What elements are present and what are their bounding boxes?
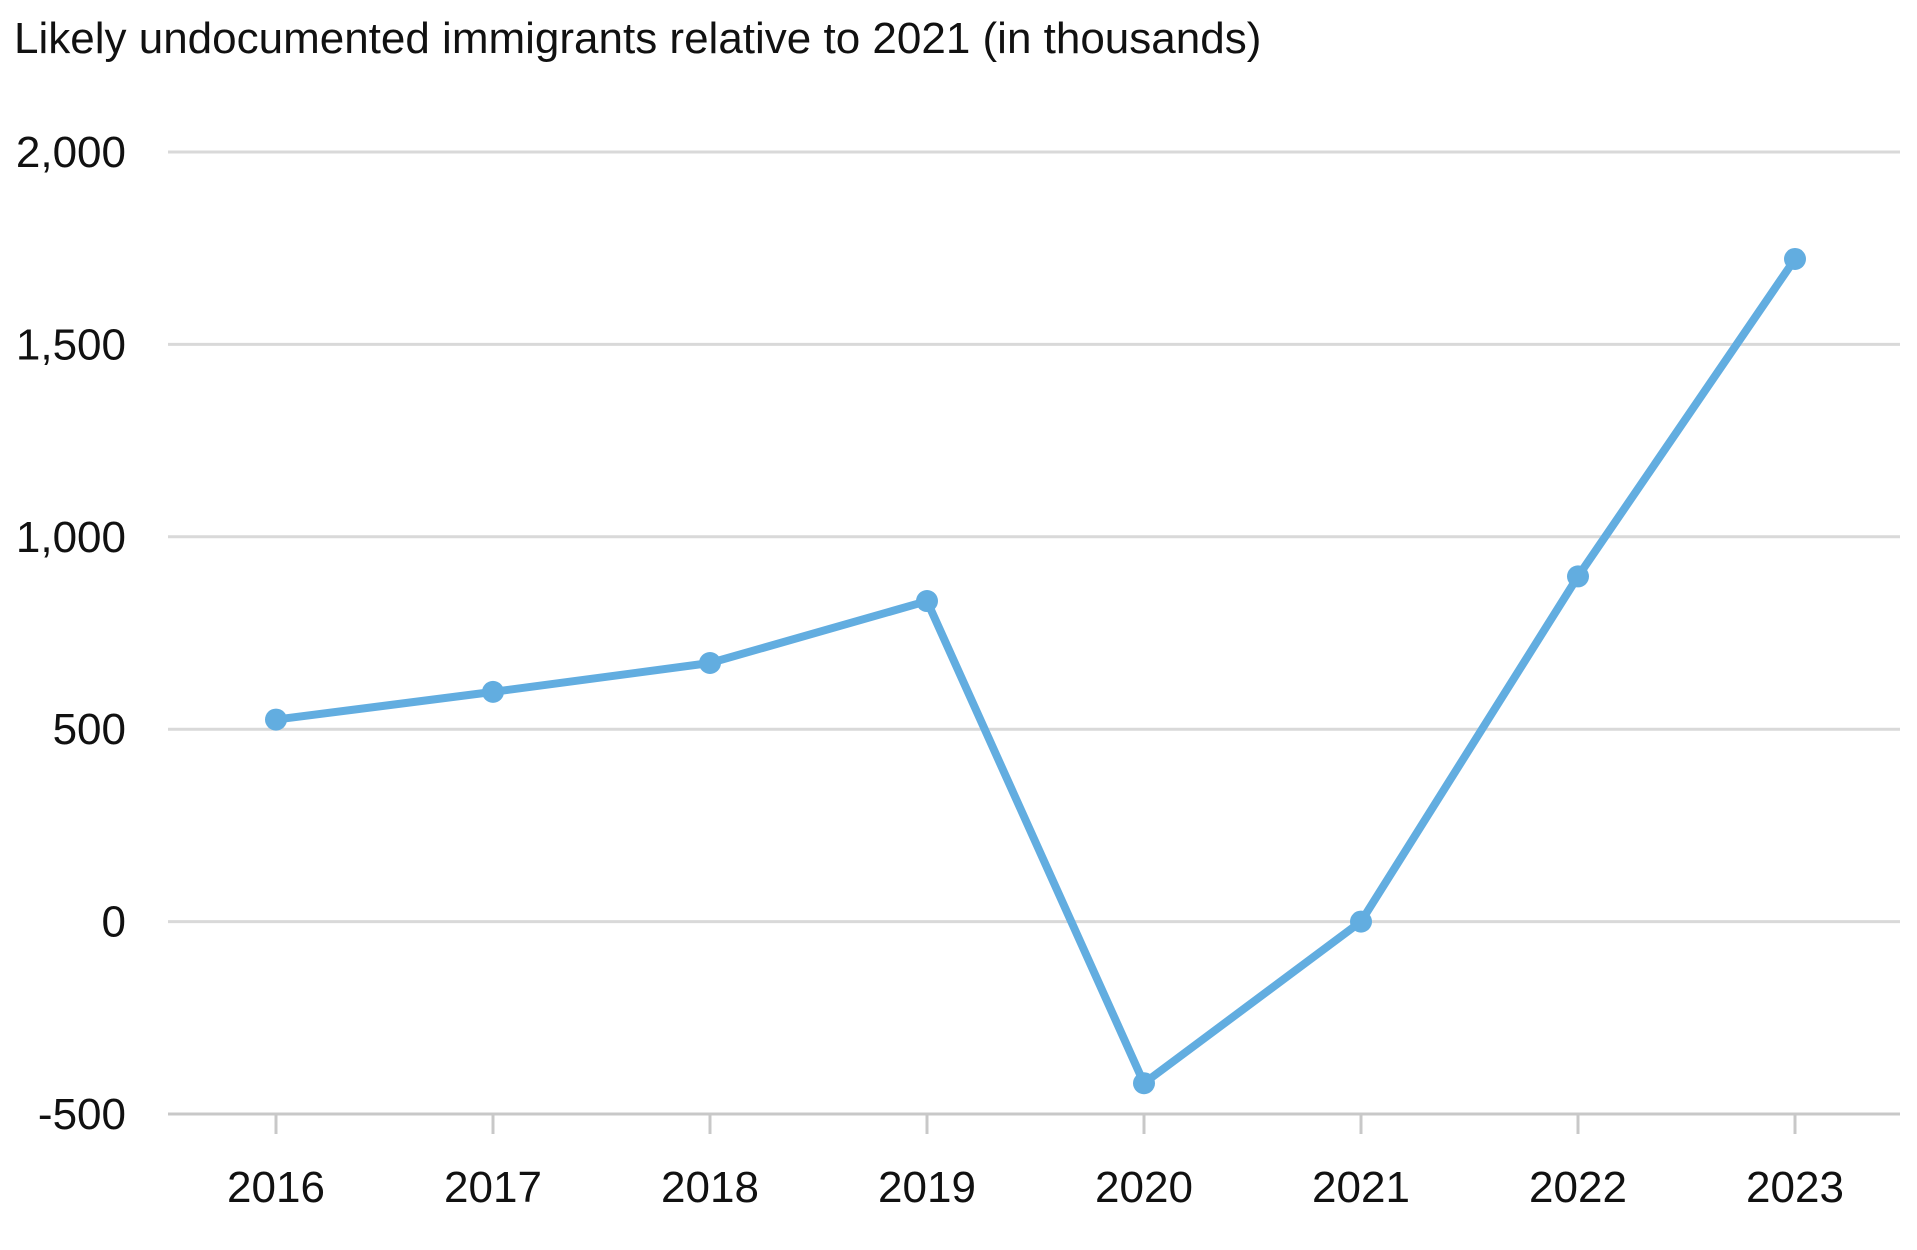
y-axis: -500 0 500 1,000 1,500 2,000 <box>16 128 126 1139</box>
x-tick-label: 2023 <box>1746 1163 1844 1212</box>
chart-title: Likely undocumented immigrants relative … <box>14 14 1262 63</box>
x-tick-label: 2022 <box>1529 1163 1627 1212</box>
data-point-2016 <box>265 708 287 731</box>
data-point-2021 <box>1350 910 1372 933</box>
y-tick-label: 1,000 <box>16 513 126 562</box>
series-layer <box>265 247 1806 1095</box>
x-tick-label: 2018 <box>661 1163 759 1212</box>
x-tick-label: 2017 <box>444 1163 542 1212</box>
grid-lines <box>168 150 1900 1116</box>
data-point-2022 <box>1567 565 1589 588</box>
data-point-2020 <box>1133 1072 1155 1095</box>
y-tick-label: -500 <box>38 1090 126 1139</box>
x-axis: 2016 2017 2018 2019 2020 2021 2022 2023 <box>227 1114 1844 1212</box>
series-line <box>272 254 1799 1088</box>
data-point-2023 <box>1784 247 1806 270</box>
data-point-2019 <box>916 590 938 613</box>
y-tick-label: 500 <box>53 705 126 754</box>
data-point-2018 <box>699 652 721 675</box>
x-tick-label: 2021 <box>1312 1163 1410 1212</box>
y-tick-label: 1,500 <box>16 320 126 369</box>
data-point-2017 <box>482 680 504 703</box>
x-tick-label: 2020 <box>1095 1163 1193 1212</box>
y-tick-label: 2,000 <box>16 128 126 177</box>
x-tick-label: 2019 <box>878 1163 976 1212</box>
y-tick-label: 0 <box>102 898 126 947</box>
x-tick-label: 2016 <box>227 1163 325 1212</box>
